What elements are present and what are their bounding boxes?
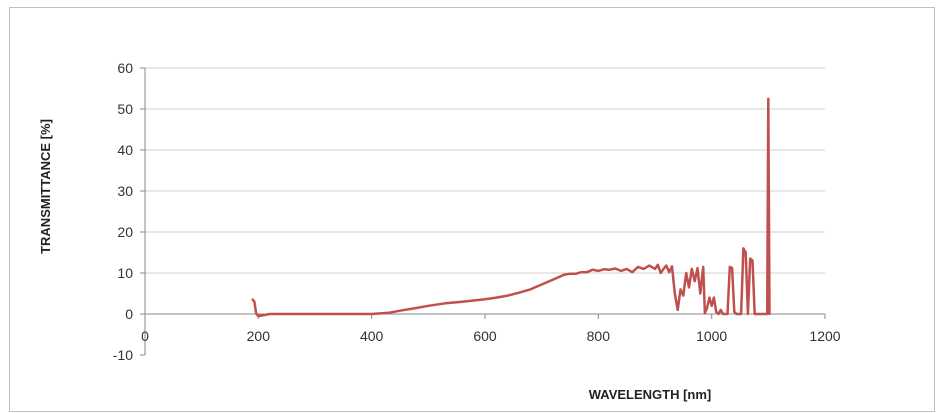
x-axis-label: WAVELENGTH [nm] — [589, 387, 712, 402]
series-group — [251, 97, 771, 318]
gridlines — [145, 67, 825, 274]
axes — [140, 67, 826, 356]
y-tick-label: 0 — [125, 306, 133, 322]
x-tick-label: 400 — [360, 328, 384, 344]
y-tick-label: 60 — [117, 60, 133, 76]
x-tick-label: 200 — [247, 328, 271, 344]
y-axis-label: TRANSMITTANCE [%] — [38, 119, 53, 254]
y-tick-label: 20 — [117, 224, 133, 240]
chart-frame — [9, 7, 935, 412]
x-tick-label: 600 — [473, 328, 497, 344]
y-tick-label: 10 — [117, 265, 133, 281]
y-tick-label: 30 — [117, 183, 133, 199]
y-tick-label: 50 — [117, 101, 133, 117]
x-tick-label: 1200 — [809, 328, 840, 344]
series-line — [251, 97, 771, 318]
x-tick-label: 800 — [587, 328, 611, 344]
y-tick-labels: -10 0 10 20 30 40 50 60 — [113, 60, 133, 363]
x-tick-label: 1000 — [696, 328, 727, 344]
y-tick-label: 40 — [117, 142, 133, 158]
y-tick-label: -10 — [113, 347, 133, 363]
x-tick-labels: 0 200 400 600 800 1000 1200 — [141, 328, 841, 344]
x-tick-label: 0 — [141, 328, 149, 344]
